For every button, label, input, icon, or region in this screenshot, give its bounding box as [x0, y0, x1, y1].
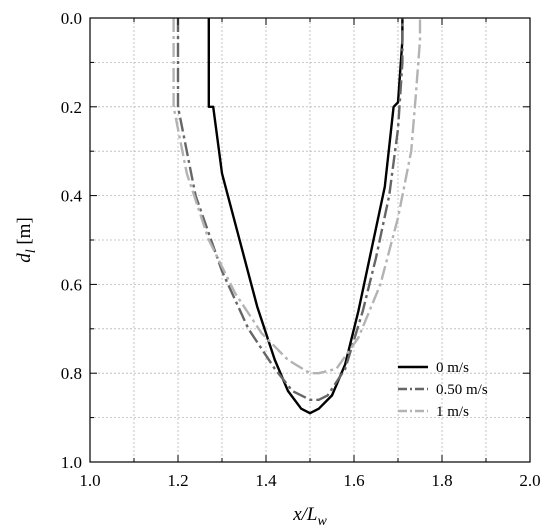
legend-label: 0.50 m/s	[436, 382, 488, 398]
legend: 0 m/s 0.50 m/s 1 m/s	[398, 360, 488, 420]
x-tick-label: 1.0	[79, 471, 100, 490]
series-line-0	[207, 18, 404, 415]
ticks	[89, 17, 531, 463]
y-tick-label: 0.4	[61, 187, 83, 206]
y-axis-title-unit: [m]	[14, 217, 35, 249]
y-axis-title-main: d	[14, 253, 35, 263]
x-tick-label: 1.2	[167, 471, 188, 490]
y-tick-label: 0.0	[61, 9, 82, 28]
legend-label: 0 m/s	[436, 360, 469, 376]
series-group	[172, 18, 422, 415]
y-tick-label: 0.2	[61, 98, 82, 117]
x-tick-label: 1.4	[255, 471, 277, 490]
series-line-1	[176, 18, 404, 401]
x-axis-title-main: x/L	[292, 504, 317, 525]
x-tick-label: 1.8	[431, 471, 452, 490]
legend-label: 1 m/s	[436, 404, 469, 420]
y-axis-title-sub: l	[24, 249, 39, 253]
x-tick-label: 1.6	[343, 471, 364, 490]
x-tick-label: 2.0	[519, 471, 540, 490]
x-axis-title-sub: w	[317, 514, 327, 529]
y-tick-label: 0.8	[61, 364, 82, 383]
x-tick-labels: 1.0 1.2 1.4 1.6 1.8 2.0	[79, 471, 540, 490]
y-tick-label: 1.0	[61, 453, 82, 472]
x-axis-title: x/Lw	[292, 504, 327, 529]
y-axis-title: dl [m]	[14, 217, 39, 263]
series-line-2	[172, 18, 422, 375]
y-tick-labels: 0.0 0.2 0.4 0.6 0.8 1.0	[61, 9, 83, 472]
y-tick-label: 0.6	[61, 275, 82, 294]
